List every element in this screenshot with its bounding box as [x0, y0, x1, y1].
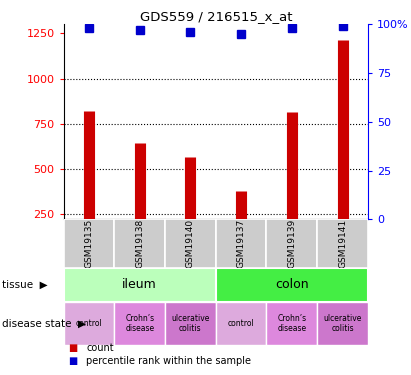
Bar — [266, 219, 317, 268]
Text: control: control — [228, 319, 254, 328]
Text: GSM19138: GSM19138 — [135, 219, 144, 268]
Bar — [317, 219, 368, 268]
Text: percentile rank within the sample: percentile rank within the sample — [86, 356, 251, 366]
Text: GSM19135: GSM19135 — [85, 219, 94, 268]
Bar — [165, 302, 216, 345]
Text: colon: colon — [275, 279, 309, 291]
Bar — [114, 219, 165, 268]
Text: Crohn’s
disease: Crohn’s disease — [277, 314, 306, 333]
Text: GSM19137: GSM19137 — [237, 219, 246, 268]
Text: Crohn’s
disease: Crohn’s disease — [125, 314, 154, 333]
Bar — [216, 268, 368, 302]
Bar — [64, 219, 114, 268]
Bar — [266, 302, 317, 345]
Bar — [114, 302, 165, 345]
Text: GSM19139: GSM19139 — [287, 219, 296, 268]
Text: ■: ■ — [68, 343, 77, 353]
Bar — [216, 219, 266, 268]
Bar — [317, 302, 368, 345]
Title: GDS559 / 216515_x_at: GDS559 / 216515_x_at — [139, 10, 292, 23]
Text: disease state  ▶: disease state ▶ — [2, 318, 86, 328]
Bar — [64, 302, 114, 345]
Bar — [64, 268, 216, 302]
Text: GSM19141: GSM19141 — [338, 219, 347, 268]
Text: ulcerative
colitis: ulcerative colitis — [323, 314, 362, 333]
Text: ulcerative
colitis: ulcerative colitis — [171, 314, 210, 333]
Text: GSM19140: GSM19140 — [186, 219, 195, 268]
Text: control: control — [76, 319, 102, 328]
Text: ■: ■ — [68, 356, 77, 366]
Text: tissue  ▶: tissue ▶ — [2, 280, 48, 290]
Text: count: count — [86, 343, 114, 353]
Text: ileum: ileum — [122, 279, 157, 291]
Bar — [165, 219, 216, 268]
Bar — [216, 302, 266, 345]
